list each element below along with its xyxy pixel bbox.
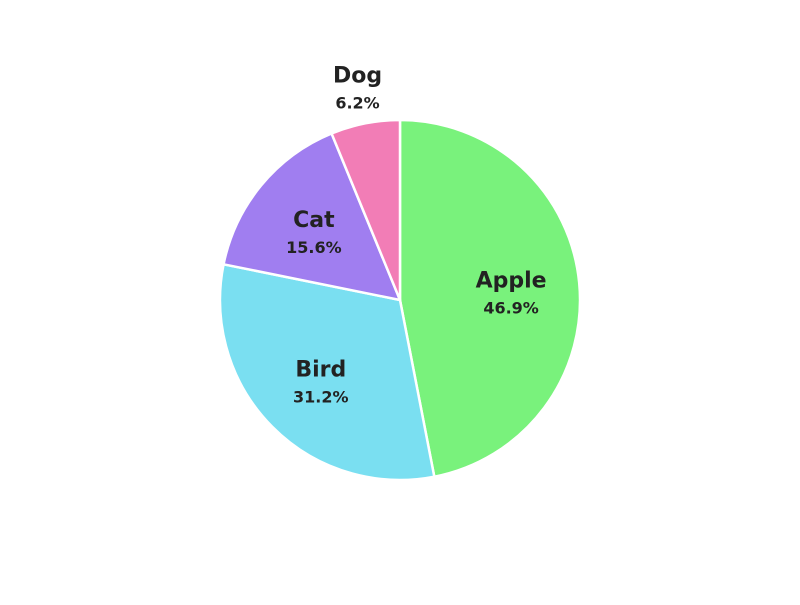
slice-label-cat: Cat (293, 208, 335, 233)
pie-slice-dog (330, 118, 402, 302)
pie-slice-apple (398, 118, 582, 478)
slices-layer (218, 118, 582, 482)
slice-percent-bird: 31.2% (293, 388, 349, 407)
slice-percent-dog: 6.2% (335, 94, 379, 113)
pie-slice-bird (218, 263, 436, 482)
slice-percent-apple: 46.9% (483, 298, 539, 317)
slice-label-bird: Bird (295, 358, 346, 383)
labels-layer: Apple 46.9% Bird 31.2% Cat 15.6% Dog 6.2% (286, 64, 546, 407)
slice-label-dog: Dog (333, 64, 382, 89)
slice-label-apple: Apple (476, 268, 547, 293)
pie-slice-cat (222, 132, 402, 302)
slice-percent-cat: 15.6% (286, 238, 342, 257)
